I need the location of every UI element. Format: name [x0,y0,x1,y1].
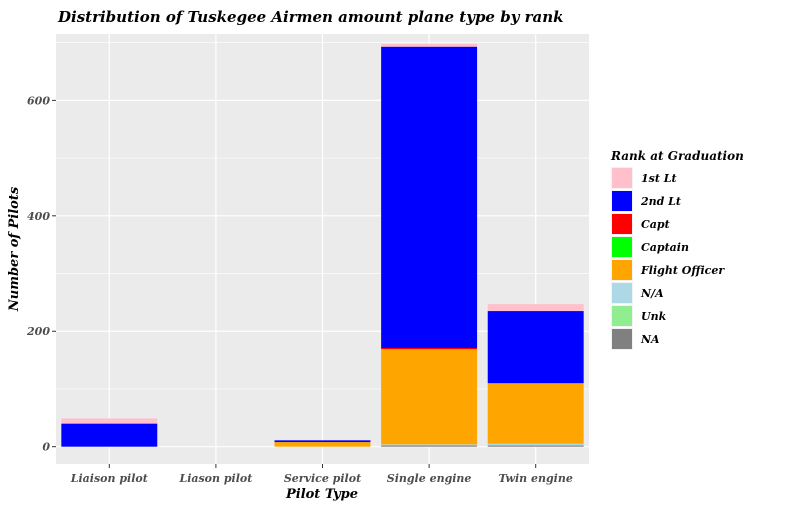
legend-swatch [612,329,632,349]
y-tick-label: 200 [26,325,50,338]
bar-segment [61,423,158,447]
legend-label: NA [640,333,660,346]
bar-segment [487,311,584,384]
legend-swatch [612,237,632,257]
legend-swatch [612,306,632,326]
bar-segment [381,444,478,445]
gridlines [56,34,589,464]
bar-segment [381,444,478,446]
legend-swatch [612,260,632,280]
legend-swatch [612,168,632,188]
legend-label: Unk [641,310,667,323]
bar-segment [487,383,584,444]
bar-segment [487,304,584,312]
y-axis: 0 200 400 600 [26,94,56,454]
bar-segment [487,445,584,447]
legend-label: Capt [641,218,670,231]
bar-segment [381,43,478,47]
legend-label: Captain [641,241,689,254]
x-tick-label: Liason pilot [178,472,252,485]
bar-segment [487,444,584,446]
y-tick-label: 0 [42,441,50,454]
bar-segment [381,445,478,447]
x-tick-label: Twin engine [499,472,573,485]
legend-swatch [612,214,632,234]
y-tick-label: 400 [27,210,50,223]
bar-segment [274,442,371,447]
legend: Rank at Graduation 1st Lt 2nd Lt Capt Capta… [610,149,744,350]
y-axis-title: Number of Pilots [7,186,22,312]
legend-swatch [612,191,632,211]
x-tick-label: Single engine [387,472,472,485]
bar-segment [487,443,584,445]
legend-label: Flight Officer [640,264,725,277]
bar-segment [61,418,158,424]
x-tick-label: Liaison pilot [70,472,148,485]
bar-segment [381,46,478,348]
y-tick-label: 600 [27,94,50,107]
bar-segment [274,440,371,443]
legend-label: 2nd Lt [640,195,681,208]
x-axis: Liaison pilot Liason pilot Service pilot Si… [70,464,573,485]
x-tick-label: Service pilot [284,472,361,485]
chart-title: Distribution of Tuskegee Airmen amount p… [57,8,564,26]
bars [61,43,584,447]
legend-title: Rank at Graduation [610,149,744,163]
legend-swatch [612,283,632,303]
bar-segment [381,347,478,350]
legend-label: 1st Lt [641,172,677,185]
bar-segment [381,349,478,445]
x-axis-title: Pilot Type [285,487,358,502]
legend-label: N/A [640,287,664,300]
